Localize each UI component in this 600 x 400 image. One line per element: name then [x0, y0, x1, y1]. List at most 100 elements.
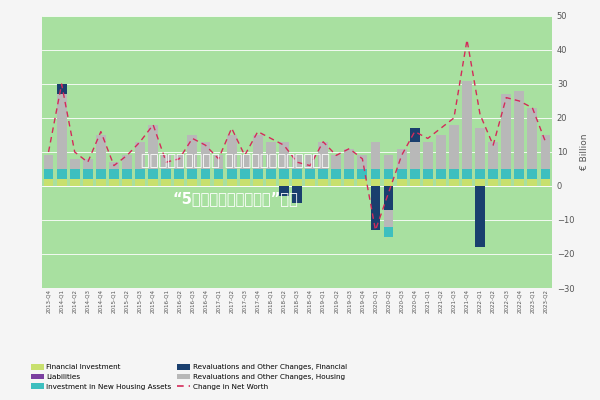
Bar	[44, 169, 53, 179]
Bar	[410, 142, 419, 169]
Bar	[358, 179, 367, 186]
Bar	[383, 186, 394, 210]
Bar	[266, 142, 276, 169]
Bar	[214, 179, 223, 186]
Bar	[122, 169, 132, 179]
Bar	[514, 169, 524, 179]
Bar	[462, 169, 472, 179]
Bar	[70, 159, 80, 169]
Bar	[227, 179, 236, 186]
Bar	[358, 155, 367, 169]
Bar	[279, 179, 289, 186]
Bar	[488, 142, 498, 169]
Bar	[397, 179, 407, 186]
Bar	[383, 227, 394, 237]
Bar	[331, 169, 341, 179]
Bar	[70, 179, 80, 186]
Bar	[514, 179, 524, 186]
Bar	[266, 169, 276, 179]
Bar	[96, 179, 106, 186]
Bar	[175, 155, 184, 169]
Bar	[344, 169, 354, 179]
Bar	[83, 169, 92, 179]
Bar	[214, 155, 223, 169]
Bar	[122, 179, 132, 186]
Bar	[423, 169, 433, 179]
Bar	[449, 125, 459, 169]
Bar	[240, 155, 250, 169]
Bar	[187, 179, 197, 186]
Bar	[57, 169, 67, 179]
Bar	[57, 84, 67, 94]
Bar	[240, 179, 250, 186]
Legend: Financial Investment, Liabilities, Investment in New Housing Assets, Revaluation: Financial Investment, Liabilities, Inves…	[28, 361, 350, 392]
Bar	[383, 210, 394, 227]
Bar	[227, 169, 236, 179]
Bar	[488, 179, 498, 186]
Bar	[135, 142, 145, 169]
Bar	[214, 169, 223, 179]
Bar	[70, 169, 80, 179]
Bar	[187, 135, 197, 169]
Bar	[305, 155, 315, 169]
Bar	[57, 94, 67, 169]
Bar	[161, 155, 171, 169]
Bar	[253, 179, 263, 186]
Bar	[527, 108, 537, 169]
Bar	[423, 179, 433, 186]
Bar	[397, 148, 407, 169]
Bar	[371, 169, 380, 179]
Bar	[514, 91, 524, 169]
Bar	[410, 128, 419, 142]
Bar	[527, 179, 537, 186]
Bar	[344, 179, 354, 186]
Bar	[344, 148, 354, 169]
Bar	[83, 179, 92, 186]
Bar	[371, 186, 380, 230]
Bar	[200, 142, 211, 169]
Bar	[383, 155, 394, 169]
Bar	[318, 179, 328, 186]
Bar	[266, 179, 276, 186]
Bar	[292, 186, 302, 203]
Bar	[148, 125, 158, 169]
Text: 可靠的网络股指配资 上交所开出注册制以来首单: 可靠的网络股指配资 上交所开出注册制以来首单	[142, 153, 330, 168]
Bar	[436, 179, 446, 186]
Bar	[109, 162, 119, 169]
Bar	[331, 155, 341, 169]
Bar	[109, 179, 119, 186]
Bar	[475, 179, 485, 186]
Bar	[331, 179, 341, 186]
Bar	[397, 169, 407, 179]
Bar	[148, 169, 158, 179]
Bar	[227, 135, 236, 169]
Bar	[292, 179, 302, 186]
Bar	[279, 169, 289, 179]
Bar	[148, 179, 158, 186]
Bar	[57, 179, 67, 186]
Bar	[488, 169, 498, 179]
Bar	[502, 169, 511, 179]
Bar	[44, 179, 53, 186]
Bar	[292, 169, 302, 179]
Bar	[423, 142, 433, 169]
Bar	[371, 179, 380, 186]
Bar	[240, 169, 250, 179]
Bar	[187, 169, 197, 179]
Bar	[279, 142, 289, 169]
Bar	[109, 169, 119, 179]
Bar	[371, 142, 380, 169]
Bar	[475, 169, 485, 179]
Bar	[96, 169, 106, 179]
Bar	[462, 80, 472, 169]
Bar	[436, 169, 446, 179]
Bar	[175, 169, 184, 179]
Bar	[449, 179, 459, 186]
Bar	[200, 169, 211, 179]
Bar	[541, 179, 550, 186]
Bar	[475, 186, 485, 247]
Bar	[541, 169, 550, 179]
Bar	[161, 169, 171, 179]
Bar	[527, 169, 537, 179]
Bar	[383, 179, 394, 186]
